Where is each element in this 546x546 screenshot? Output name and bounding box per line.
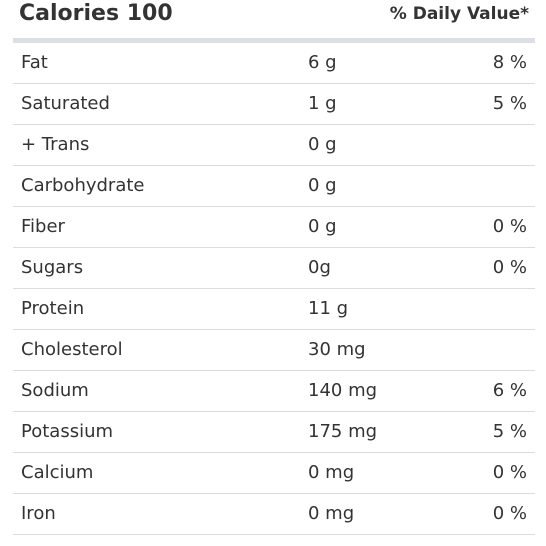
nutrient-daily-value: 0 % xyxy=(492,216,527,237)
nutrient-daily-value: 0 % xyxy=(492,503,527,524)
nutrient-row-cholesterol: Cholesterol 30 mg xyxy=(13,330,535,371)
nutrient-name: Saturated xyxy=(21,93,110,114)
nutrient-daily-value: 6 % xyxy=(492,380,527,401)
header-divider xyxy=(13,38,535,43)
nutrient-list: Fat 6 g 8 % Saturated 1 g 5 % + Trans 0 … xyxy=(13,43,535,535)
nutrient-amount: 0 mg xyxy=(308,503,355,524)
nutrient-row-saturated: Saturated 1 g 5 % xyxy=(13,84,535,125)
nutrient-name: Calcium xyxy=(21,462,94,483)
nutrient-row-iron: Iron 0 mg 0 % xyxy=(13,494,535,535)
nutrient-row-potassium: Potassium 175 mg 5 % xyxy=(13,412,535,453)
nutrient-name: Sugars xyxy=(21,257,84,278)
nutrient-daily-value: 5 % xyxy=(492,421,527,442)
nutrient-amount: 140 mg xyxy=(308,380,378,401)
nutrient-name: Cholesterol xyxy=(21,339,123,360)
nutrient-daily-value: 8 % xyxy=(492,52,527,73)
nutrient-amount: 0 mg xyxy=(308,462,355,483)
nutrient-name: Potassium xyxy=(21,421,114,442)
nutrient-row-protein: Protein 11 g xyxy=(13,289,535,330)
nutrition-facts-table: Calories 100 % Daily Value* Fat 6 g 8 % … xyxy=(13,0,535,535)
nutrient-name: Iron xyxy=(21,503,56,524)
nutrient-row-sugars: Sugars 0g 0 % xyxy=(13,248,535,289)
nutrient-amount: 30 mg xyxy=(308,339,366,360)
nutrient-row-sodium: Sodium 140 mg 6 % xyxy=(13,371,535,412)
nutrient-row-carbohydrate: Carbohydrate 0 g xyxy=(13,166,535,207)
calories-heading: Calories 100 xyxy=(19,1,173,26)
nutrient-amount: 0 g xyxy=(308,175,337,196)
nutrient-name: Fiber xyxy=(21,216,65,237)
nutrient-row-fat: Fat 6 g 8 % xyxy=(13,43,535,84)
nutrient-name: Carbohydrate xyxy=(21,175,145,196)
nutrient-daily-value: 0 % xyxy=(492,462,527,483)
nutrient-amount: 0g xyxy=(308,257,331,278)
nutrient-amount: 1 g xyxy=(308,93,337,114)
nutrient-daily-value: 5 % xyxy=(492,93,527,114)
nutrient-name: Protein xyxy=(21,298,85,319)
nutrient-name: + Trans xyxy=(21,134,90,155)
nutrient-amount: 6 g xyxy=(308,52,337,73)
nutrient-amount: 0 g xyxy=(308,216,337,237)
nutrient-row-calcium: Calcium 0 mg 0 % xyxy=(13,453,535,494)
nutrient-row-fiber: Fiber 0 g 0 % xyxy=(13,207,535,248)
nutrient-name: Sodium xyxy=(21,380,89,401)
nutrient-amount: 0 g xyxy=(308,134,337,155)
nutrient-amount: 11 g xyxy=(308,298,349,319)
daily-value-heading: % Daily Value* xyxy=(389,4,529,24)
nutrient-amount: 175 mg xyxy=(308,421,378,442)
nutrient-row-trans: + Trans 0 g xyxy=(13,125,535,166)
nutrient-name: Fat xyxy=(21,52,48,73)
nutrition-header: Calories 100 % Daily Value* xyxy=(13,0,535,38)
nutrient-daily-value: 0 % xyxy=(492,257,527,278)
